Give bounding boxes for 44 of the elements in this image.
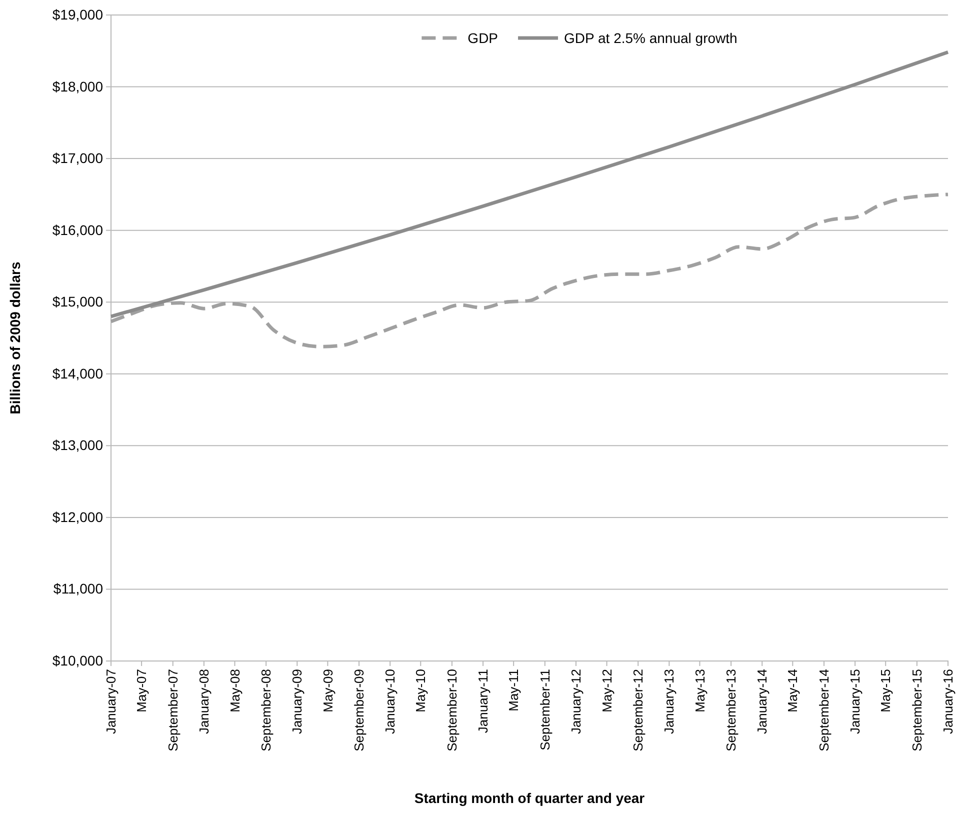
x-tick-label: January-14 [754, 669, 770, 734]
y-tick-label: $13,000 [52, 437, 104, 454]
x-axis-title: Starting month of quarter and year [414, 790, 646, 806]
y-axis-title: Billions of 2009 dollars [7, 262, 23, 414]
x-tick-label: May-11 [506, 669, 522, 712]
x-tick-label: September-15 [909, 669, 924, 752]
x-tick-label: May-14 [785, 669, 800, 712]
line-series [109, 50, 950, 318]
y-tick-label: $11,000 [53, 580, 104, 597]
x-tick-label: January-09 [290, 669, 305, 734]
x-tick-label: September-11 [537, 669, 552, 750]
x-tick-label: January-15 [848, 669, 863, 734]
y-tick-label: $18,000 [52, 78, 104, 94]
x-tick-label: September-09 [352, 669, 367, 752]
x-tick-label: January-16 [940, 669, 956, 734]
legend-label: GDP at 2.5% annual growth [564, 30, 738, 46]
x-tick-label: September-13 [724, 669, 739, 752]
x-tick-label: September-10 [444, 669, 460, 752]
x-tick-label: January-10 [382, 669, 398, 734]
x-tick-label: January-12 [568, 669, 584, 734]
x-tick-label: January-07 [104, 669, 119, 734]
line-series [109, 192, 950, 348]
y-tick-label: $10,000 [52, 652, 104, 668]
x-tick-label: January-13 [662, 669, 677, 734]
x-tick-label: September-07 [165, 669, 180, 752]
y-tick-label: $17,000 [52, 150, 104, 166]
y-tick-label: $16,000 [52, 222, 104, 238]
legend-label: GDP [468, 30, 498, 46]
y-tick-label: $19,000 [52, 6, 104, 22]
x-tick-label: September-08 [258, 669, 274, 752]
y-tick-label: $12,000 [52, 508, 104, 525]
x-tick-label: May-10 [413, 669, 428, 712]
x-tick-label: May-15 [878, 669, 894, 712]
x-tick-label: January-11 [476, 669, 491, 734]
x-tick-label: May-12 [599, 669, 614, 712]
x-tick-label: May-13 [692, 669, 708, 712]
y-tick-label: $14,000 [52, 365, 104, 382]
x-tick-label: January-08 [196, 669, 212, 734]
x-tick-label: September-12 [630, 669, 646, 752]
y-tick-label: $15,000 [52, 294, 104, 310]
x-tick-label: May-09 [320, 669, 336, 712]
x-tick-label: May-08 [227, 669, 242, 712]
x-tick-label: May-07 [134, 669, 150, 712]
x-tick-label: September-14 [816, 669, 832, 752]
